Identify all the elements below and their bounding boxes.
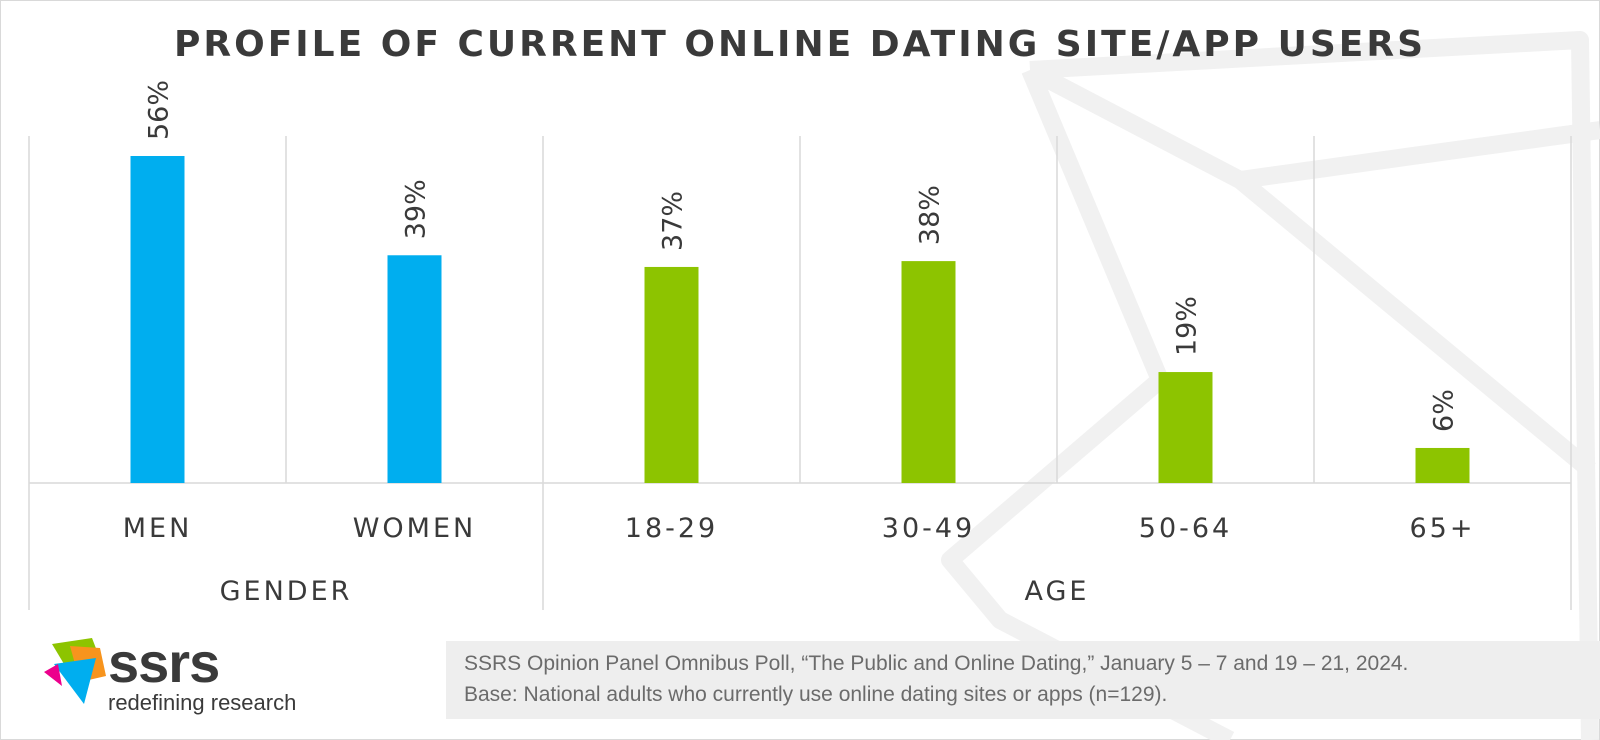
ssrs-logo-icon xyxy=(44,638,106,704)
category-label-30-49: 30-49 xyxy=(882,513,975,544)
group-label-age: AGE xyxy=(1025,576,1090,607)
value-label-18-29: 37% xyxy=(658,191,689,251)
category-label-women: WOMEN xyxy=(353,513,477,544)
bar-18-29 xyxy=(644,266,699,483)
chart-title: PROFILE OF CURRENT ONLINE DATING SITE/AP… xyxy=(173,24,1426,65)
bar-women xyxy=(387,255,442,483)
value-label-65: 6% xyxy=(1429,389,1460,432)
logo-wordmark: ssrs xyxy=(108,631,220,694)
category-label-men: MEN xyxy=(123,513,193,544)
bar-65 xyxy=(1415,447,1470,483)
value-label-men: 56% xyxy=(144,80,175,140)
bar-men xyxy=(130,156,185,483)
category-label-65: 65+ xyxy=(1410,513,1476,544)
value-label-women: 39% xyxy=(401,179,432,239)
value-label-30-49: 38% xyxy=(915,185,946,245)
bar-30-49 xyxy=(901,261,956,483)
bar-50-64 xyxy=(1158,372,1213,483)
category-label-50-64: 50-64 xyxy=(1139,513,1232,544)
group-label-gender: GENDER xyxy=(220,576,353,607)
category-label-18-29: 18-29 xyxy=(625,513,718,544)
base-note: Base: National adults who currently use … xyxy=(464,683,1168,706)
footer-note-box xyxy=(446,641,1600,719)
logo-tagline: redefining research xyxy=(108,690,297,715)
source-note: SSRS Opinion Panel Omnibus Poll, “The Pu… xyxy=(464,652,1409,675)
value-label-50-64: 19% xyxy=(1172,296,1203,356)
